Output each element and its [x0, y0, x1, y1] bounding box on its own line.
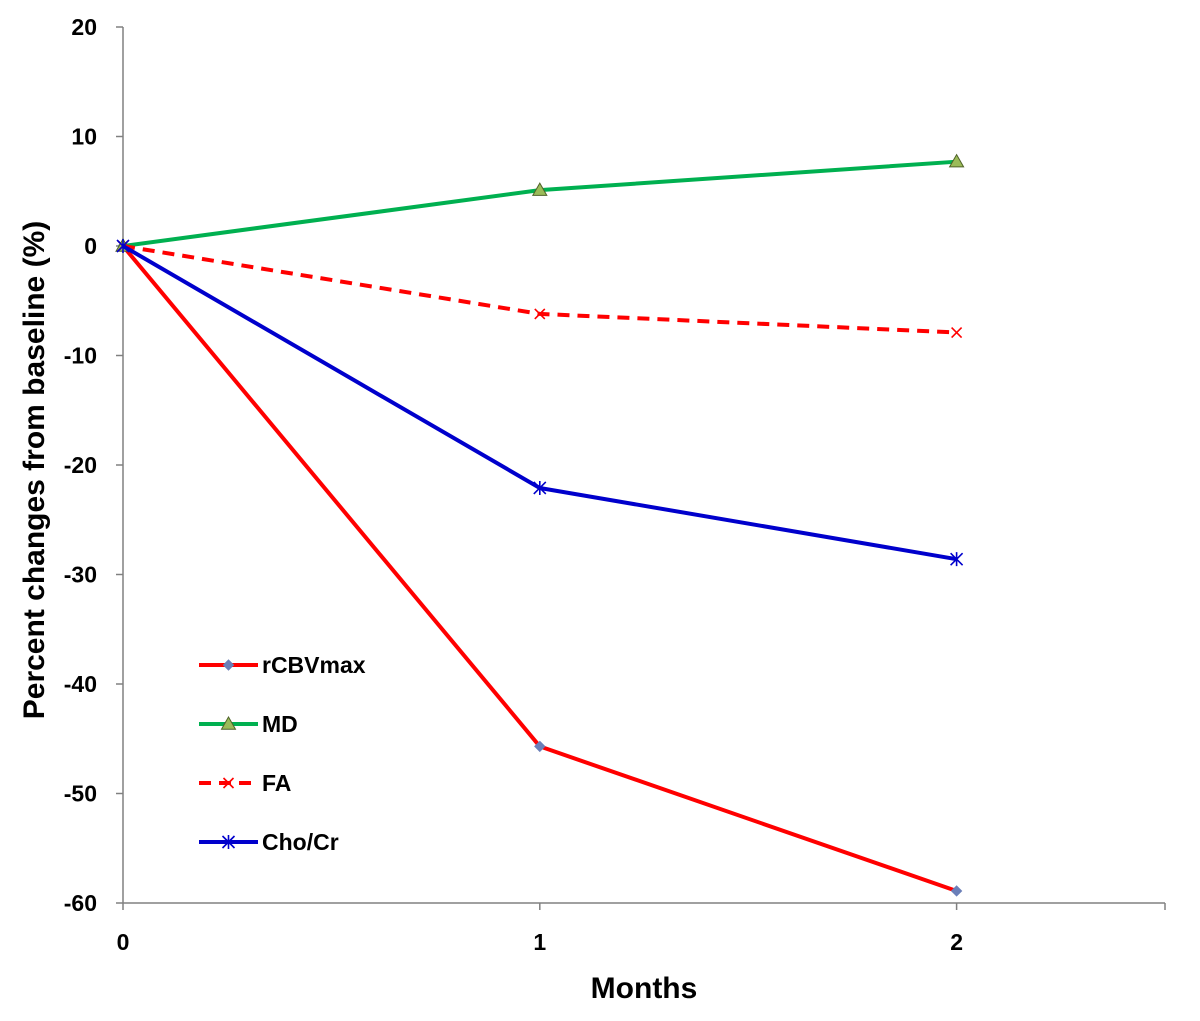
y-tick-label: -30: [64, 562, 97, 588]
data-point-marker: [950, 552, 964, 567]
y-tick-label: 0: [84, 233, 97, 259]
legend-label: FA: [262, 770, 291, 796]
data-point-marker: [534, 740, 546, 753]
y-tick-label: -40: [64, 671, 97, 697]
y-tick-label: -20: [64, 452, 97, 478]
series-line: [121, 244, 957, 562]
x-axis-title: Months: [591, 972, 698, 1005]
y-tick-label: -50: [64, 781, 97, 807]
data-point-marker: [533, 480, 547, 495]
series-rcbvmax: [117, 240, 963, 897]
x-ticks: 0 1 2: [117, 903, 1166, 955]
y-tick-label: 20: [71, 14, 97, 40]
legend-item: MD: [199, 711, 298, 737]
y-tick-label: -10: [64, 343, 97, 369]
x-tick-label: 0: [117, 929, 130, 955]
data-point-marker: [951, 326, 963, 339]
data-point-marker: [534, 308, 546, 320]
series-fa: [117, 240, 963, 339]
y-tick-label: 10: [71, 124, 97, 150]
data-point-marker: [222, 777, 235, 789]
x-tick-label: 2: [950, 929, 963, 955]
data-point-marker: [950, 885, 963, 897]
y-ticks: 20 10 0 -10 -20 -30 -40 -50 -60: [64, 14, 123, 916]
series-line: [122, 159, 957, 248]
data-point-marker: [948, 153, 965, 168]
y-tick-label: -60: [64, 890, 97, 916]
data-point-marker: [222, 659, 235, 671]
data-point-marker: [531, 182, 548, 196]
legend-label: MD: [262, 711, 298, 737]
series-cho-cr: [116, 239, 964, 567]
series-line: [121, 244, 958, 893]
legend-item: FA: [199, 770, 291, 796]
y-axis-title: Percent changes from baseline (%): [18, 221, 51, 720]
legend: rCBVmax MD FA Cho/Cr: [199, 652, 366, 855]
legend-label: Cho/Cr: [262, 829, 339, 855]
legend-label: rCBVmax: [262, 652, 366, 678]
x-tick-label: 1: [533, 929, 546, 955]
series-md: [115, 153, 965, 252]
data-point-marker: [221, 835, 236, 849]
data-point-marker: [220, 715, 237, 730]
series-layer: [115, 153, 965, 897]
data-point-marker: [116, 239, 130, 253]
legend-item: Cho/Cr: [199, 829, 339, 855]
legend-item: rCBVmax: [199, 652, 366, 678]
